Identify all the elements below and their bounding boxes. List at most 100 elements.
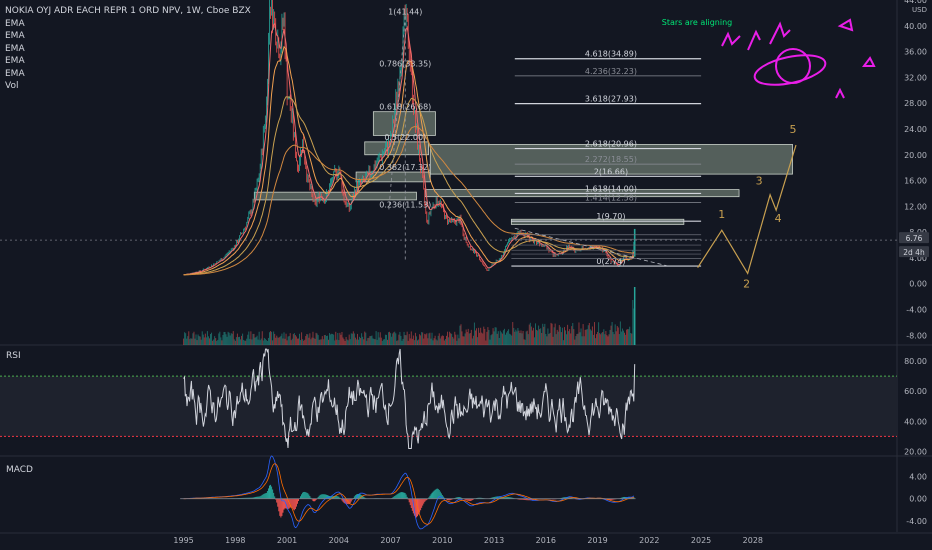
ema-line-2 — [183, 45, 635, 276]
wave-label-2: 2 — [743, 277, 750, 290]
price-tick-label: 20.00 — [904, 151, 927, 160]
price-series — [0, 0, 897, 276]
fib-extension-label: 1.618(14.00) — [585, 184, 637, 193]
fib-retracement-label: 0.5(22.00) — [384, 133, 426, 142]
rsi-pane-label[interactable]: RSI — [6, 351, 21, 361]
fib-extension-label: 4.236(32.23) — [585, 67, 637, 76]
price-tick-label: 24.00 — [904, 125, 927, 134]
macd-pane — [180, 455, 636, 530]
fib-extension-label: 1(9.70) — [596, 212, 625, 221]
macd-tick-label: -4.00 — [906, 517, 927, 526]
price-tag-label: 6.76 — [906, 234, 923, 243]
legend-ema-5[interactable]: EMA — [5, 68, 25, 79]
price-tag-label: 2d 4h — [903, 248, 925, 257]
price-tick-label: 0.00 — [909, 280, 927, 289]
time-axis[interactable]: 1995 1998 2001 2004 2007 2010 2013 2016 2019 2022… — [0, 532, 932, 545]
time-tick-label: 2028 — [743, 536, 763, 545]
legend-ema-2[interactable]: EMA — [5, 31, 25, 41]
fib-extension-label: 0(2.74) — [596, 257, 625, 266]
fib-zone[interactable] — [253, 191, 417, 201]
price-tick-label: 4.00 — [909, 254, 927, 263]
ema-line-3 — [183, 96, 635, 276]
price-tick-label: 44.00 — [904, 0, 927, 5]
price-tick-label: 16.00 — [904, 177, 927, 186]
currency-label: USD — [912, 6, 927, 14]
trend-line[interactable] — [514, 227, 667, 267]
rsi-tick-label: 60.00 — [904, 387, 927, 396]
fib-zone[interactable] — [355, 171, 431, 183]
rsi-pane — [0, 348, 897, 449]
fib-extension-label: 2.618(20.96) — [585, 140, 637, 149]
price-tick-label: 28.00 — [904, 99, 927, 108]
macd-tick-label: 0.00 — [909, 495, 927, 504]
fib-extension-label: 1.414(12.58) — [585, 194, 637, 203]
time-tick-label: 2016 — [536, 536, 556, 545]
fib-extension-label: 2(16.66) — [594, 167, 628, 176]
price-tick-label: 12.00 — [904, 202, 927, 211]
price-tag — [899, 246, 929, 258]
fib-zone[interactable] — [429, 144, 793, 175]
price-tick-label: 32.00 — [904, 73, 927, 82]
time-tick-label: 2007 — [380, 536, 400, 545]
rsi-line — [183, 348, 636, 449]
wave-path[interactable] — [697, 144, 797, 275]
symbol-title[interactable]: NOKIA OYJ ADR EACH REPR 1 ORD NPV, 1W, C… — [5, 6, 251, 16]
star-icon — [835, 87, 845, 99]
fib-retracement-label: 0.382(17.32) — [379, 163, 431, 172]
fib-zone[interactable] — [364, 141, 429, 156]
planet-icon — [775, 48, 811, 84]
fib-levels[interactable]: 1(41.44) 0.786(33.35) 0.618(26.68) 0.5(22.0… — [379, 8, 702, 267]
time-tick-label: 2004 — [329, 536, 349, 545]
star-icon — [769, 21, 791, 45]
price-axis[interactable]: 44.00 40.00 36.00 32.00 28.00 24.00 20.00 16.00… — [899, 0, 929, 526]
fib-extension-label: 3.618(27.93) — [585, 95, 637, 104]
saturn-doodle — [721, 18, 876, 99]
price-tick-label: 36.00 — [904, 48, 927, 57]
time-tick-label: 2022 — [639, 536, 659, 545]
legend-volume[interactable]: Vol — [5, 81, 19, 91]
star-icon — [837, 18, 854, 32]
fib-extension-label: 4.618(34.89) — [585, 50, 637, 59]
rsi-tick-label: 40.00 — [904, 417, 927, 426]
price-tag — [899, 232, 929, 244]
price-tick-label: 40.00 — [904, 22, 927, 31]
fib-zones — [253, 111, 793, 225]
fib-retracement-label: 0.786(33.35) — [379, 60, 431, 69]
indicator-legend: NOKIA OYJ ADR EACH REPR 1 ORD NPV, 1W, C… — [5, 5, 251, 93]
star-icon — [862, 56, 876, 67]
time-tick-label: 1998 — [225, 536, 245, 545]
rsi-tick-label: 20.00 — [904, 447, 927, 456]
wave-label-5: 5 — [789, 123, 796, 136]
note-text[interactable]: Stars are aligning — [662, 18, 732, 27]
rsi-band — [0, 376, 897, 437]
legend-ema-3[interactable]: EMA — [5, 43, 25, 54]
time-tick-label: 1995 — [173, 536, 193, 545]
ema-line-4 — [183, 126, 634, 276]
legend-ema-4[interactable]: EMA — [5, 56, 25, 66]
time-tick-label: 2010 — [432, 536, 452, 545]
time-tick-label: 2025 — [691, 536, 711, 545]
rsi-tick-label: 80.00 — [904, 357, 927, 366]
time-tick-label: 2013 — [484, 536, 504, 545]
fib-retracement-label: 0.236(11.53) — [379, 200, 431, 209]
macd-tick-label: 4.00 — [909, 472, 927, 481]
time-tick-label: 2001 — [277, 536, 297, 545]
star-icon — [747, 29, 761, 51]
wave-label-3: 3 — [756, 175, 763, 188]
wave-label-4: 4 — [775, 212, 782, 225]
price-tick-label: -4.00 — [906, 306, 927, 315]
elliott-wave-drawing[interactable]: Stars are aligning 1 2 3 4 5 — [662, 18, 797, 290]
macd-pane-label[interactable]: MACD — [6, 465, 33, 475]
fib-trend-line — [388, 16, 406, 210]
time-tick-label: 2019 — [587, 536, 607, 545]
price-tick-label: -8.00 — [906, 331, 927, 340]
fib-retracement-label: 0.618(26.68) — [379, 103, 431, 112]
fib-zone[interactable] — [510, 218, 685, 225]
fib-extension-label: 2.272(18.55) — [585, 155, 637, 164]
legend-ema-1[interactable]: EMA — [5, 18, 25, 29]
wave-label-1: 1 — [718, 208, 725, 221]
macd-signal-line — [183, 463, 634, 525]
fib-retracement-label: 1(41.44) — [388, 8, 422, 17]
